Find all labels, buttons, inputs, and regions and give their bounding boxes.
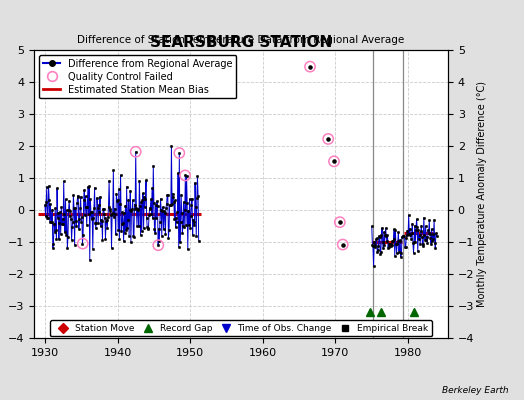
Quality Control Failed (181, 172, 189, 179)
Difference from Regional Average (166, 228, 172, 233)
Point (324, 136, 332, 142)
Difference from Regional Average (133, 205, 139, 210)
Quality Control Failed (324, 136, 332, 142)
Quality Control Failed (132, 148, 140, 155)
Difference from Regional Average (42, 203, 48, 208)
Difference from Regional Average (195, 238, 202, 243)
Y-axis label: Monthly Temperature Anomaly Difference (°C): Monthly Temperature Anomaly Difference (… (477, 81, 487, 307)
Quality Control Failed (175, 150, 183, 156)
Point (306, 64, 314, 70)
Quality Control Failed (339, 241, 347, 248)
Legend: Station Move, Record Gap, Time of Obs. Change, Empirical Break: Station Move, Record Gap, Time of Obs. C… (50, 320, 432, 336)
Quality Control Failed (154, 242, 162, 248)
Line: Difference from Regional Average: Difference from Regional Average (43, 145, 200, 261)
Difference from Regional Average (141, 194, 147, 199)
Difference from Regional Average (51, 221, 57, 226)
Point (339, 241, 347, 248)
Point (335, 219, 344, 225)
Text: Berkeley Earth: Berkeley Earth (442, 386, 508, 395)
Quality Control Failed (330, 158, 338, 164)
Point (330, 158, 338, 164)
Text: Difference of Station Temperature Data from Regional Average: Difference of Station Temperature Data f… (78, 35, 405, 45)
Difference from Regional Average (168, 144, 174, 148)
Quality Control Failed (335, 219, 344, 225)
Difference from Regional Average (93, 220, 100, 225)
Difference from Regional Average (86, 258, 93, 262)
Quality Control Failed (79, 240, 87, 247)
Difference from Regional Average (141, 204, 148, 209)
Quality Control Failed (306, 64, 314, 70)
Title: SEARSBURG STATION: SEARSBURG STATION (150, 35, 332, 50)
